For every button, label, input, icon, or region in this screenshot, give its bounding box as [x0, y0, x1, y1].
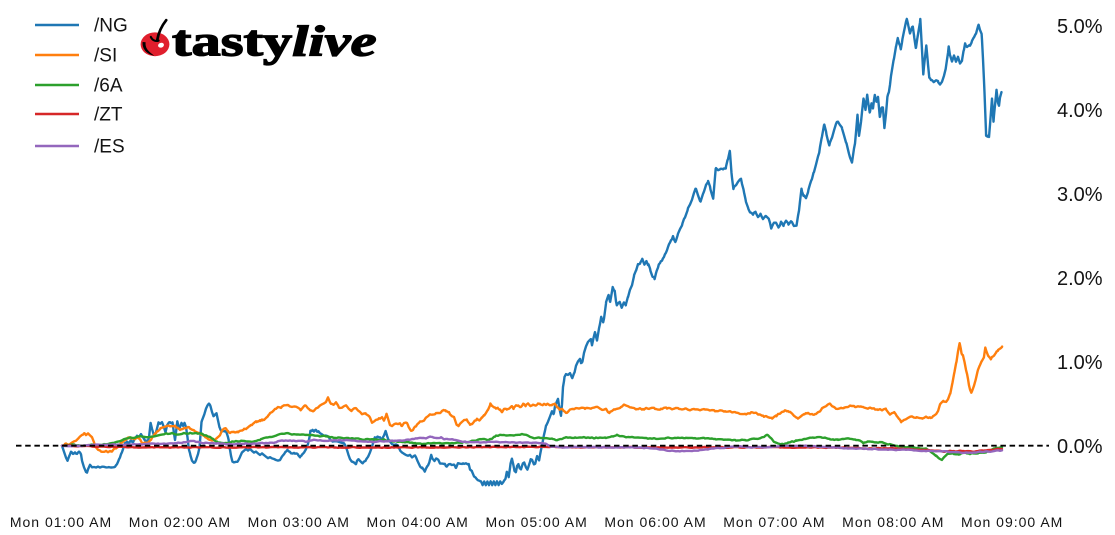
- svg-text:/SI: /SI: [94, 46, 117, 67]
- svg-text:Mon 03:00 AM: Mon 03:00 AM: [248, 514, 350, 530]
- svg-text:/NG: /NG: [94, 16, 128, 37]
- svg-text:tastylive: tastylive: [172, 18, 377, 66]
- svg-text:3.0%: 3.0%: [1057, 184, 1103, 206]
- svg-text:/ES: /ES: [94, 137, 125, 158]
- svg-text:Mon 05:00 AM: Mon 05:00 AM: [485, 514, 587, 530]
- svg-text:Mon 04:00 AM: Mon 04:00 AM: [367, 514, 469, 530]
- svg-text:Mon 07:00 AM: Mon 07:00 AM: [723, 514, 825, 530]
- svg-text:Mon 01:00 AM: Mon 01:00 AM: [10, 514, 112, 530]
- svg-text:5.0%: 5.0%: [1057, 16, 1103, 38]
- svg-text:1.0%: 1.0%: [1057, 352, 1103, 374]
- svg-text:Mon 06:00 AM: Mon 06:00 AM: [604, 514, 706, 530]
- svg-text:/6A: /6A: [94, 76, 123, 97]
- svg-text:Mon 09:00 AM: Mon 09:00 AM: [961, 514, 1063, 530]
- svg-text:Mon 02:00 AM: Mon 02:00 AM: [129, 514, 231, 530]
- svg-text:4.0%: 4.0%: [1057, 100, 1103, 122]
- svg-text:/ZT: /ZT: [94, 105, 123, 126]
- svg-text:0.0%: 0.0%: [1057, 436, 1103, 458]
- svg-text:2.0%: 2.0%: [1057, 268, 1103, 290]
- svg-text:Mon 08:00 AM: Mon 08:00 AM: [842, 514, 944, 530]
